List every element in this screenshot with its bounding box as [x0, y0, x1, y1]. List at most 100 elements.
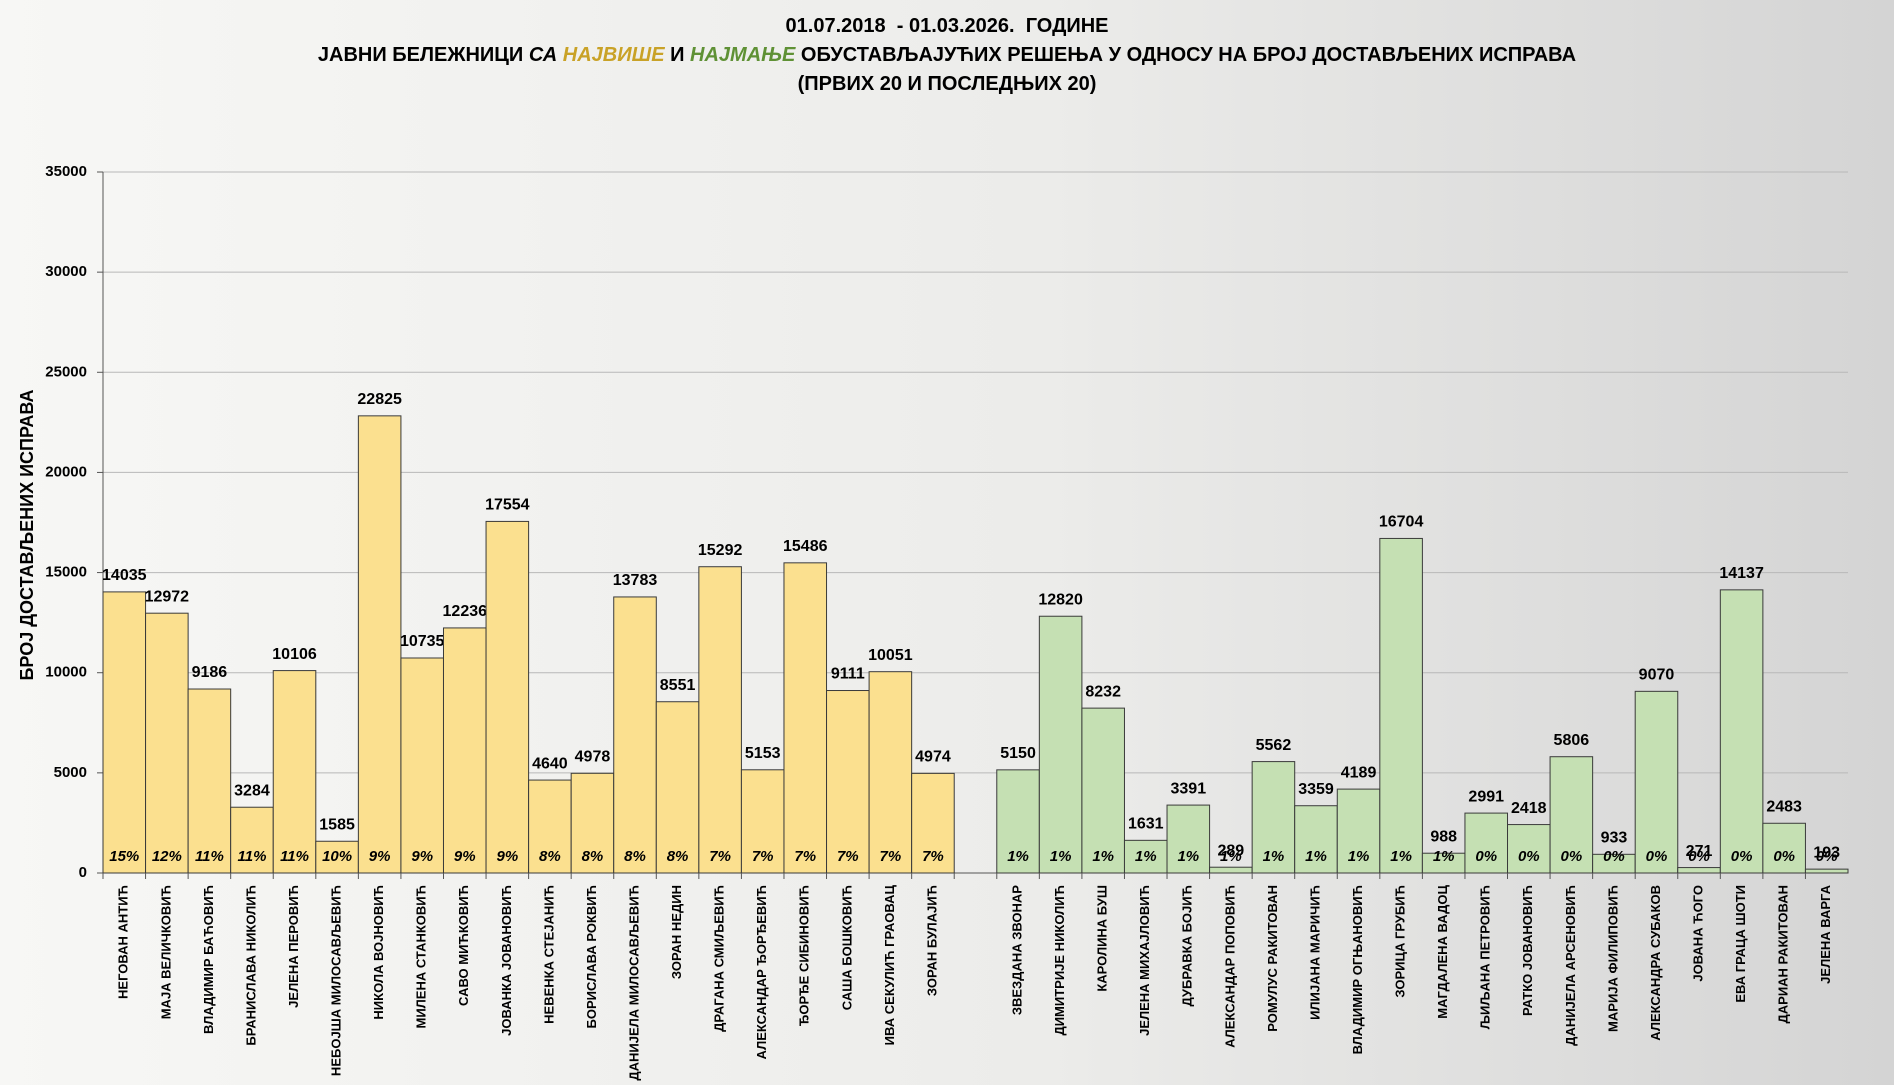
x-tick-label: ДАРИАН РАКИТОВАН — [1776, 885, 1791, 1024]
value-label: 14035 — [102, 567, 147, 584]
y-tick-label: 5000 — [54, 764, 87, 781]
share-label: 8% — [667, 848, 689, 865]
bar — [1464, 812, 1509, 874]
share-label: 9% — [454, 848, 476, 865]
value-label: 193 — [1813, 844, 1840, 861]
value-label: 3359 — [1298, 781, 1334, 798]
share-label: 1% — [1177, 848, 1199, 865]
x-tick-label: ЗОРАН НЕДИН — [669, 885, 684, 979]
x-tick-label: ДАНИЈЕЛА МИЛОСАВЉЕВИЋ — [626, 885, 641, 1081]
title-part: НАЈВИШЕ — [562, 44, 665, 66]
value-label: 5562 — [1256, 737, 1292, 754]
bar — [1634, 690, 1679, 874]
x-tick-label: МИЛЕНА СТАНКОВИЋ — [414, 885, 429, 1028]
y-tick-label: 20000 — [45, 463, 87, 480]
share-label: 9% — [496, 848, 518, 865]
bar — [698, 566, 742, 874]
value-label: 289 — [1218, 842, 1245, 859]
x-tick-label: ЈОВАНКА ЈОВАНОВИЋ — [499, 885, 514, 1036]
title-part: НАЈМАЊЕ — [690, 44, 796, 66]
share-label: 1% — [1135, 848, 1157, 865]
value-label: 15292 — [698, 542, 743, 559]
value-label: 9186 — [192, 664, 228, 681]
share-label: 1% — [1092, 848, 1114, 865]
bar — [528, 779, 572, 874]
value-label: 22825 — [357, 391, 402, 408]
bar — [102, 591, 147, 874]
x-tick-label: НЕГОВАН АНТИЋ — [116, 885, 131, 999]
share-label: 1% — [1050, 848, 1072, 865]
x-tick-label: ЗОРАН БУЛАЈИЋ — [924, 885, 939, 996]
x-tick-label: ДУБРАВКА БОЈИЋ — [1180, 885, 1195, 1007]
bar — [1507, 824, 1551, 874]
share-label: 15% — [109, 848, 139, 865]
bar — [145, 612, 189, 874]
bar — [826, 690, 870, 874]
share-label: 10% — [322, 848, 352, 865]
y-tick-label: 35000 — [45, 163, 87, 180]
y-tick-label: 0 — [79, 864, 87, 881]
x-tick-label: ДРАГАНА СМИЉЕВИЋ — [712, 885, 727, 1032]
share-label: 0% — [1816, 848, 1838, 865]
value-label: 3284 — [234, 782, 270, 799]
chart-title: 01.07.2018 - 01.03.2026. ГОДИНЕ ЈАВНИ БЕЛ… — [0, 12, 1894, 99]
x-tick-label: АЛЕКСАНДАР ПОПОВИЋ — [1222, 885, 1237, 1048]
share-label: 8% — [582, 848, 604, 865]
share-label: 8% — [539, 848, 561, 865]
x-tick-label: ЈЕЛЕНА ПЕРОВИЋ — [286, 885, 301, 1008]
share-label: 1% — [1007, 848, 1029, 865]
value-label: 9070 — [1639, 667, 1675, 684]
value-label: 13783 — [613, 572, 658, 589]
share-label: 0% — [1603, 848, 1625, 865]
bar — [1123, 839, 1168, 874]
y-axis-label: БРОЈ ДОСТАВЉЕНИХ ИСПРАВА — [17, 390, 37, 681]
share-label: 12% — [152, 848, 182, 865]
x-tick-label: ЈЕЛЕНА МИХАЈЛОВИЋ — [1137, 885, 1152, 1036]
x-tick-label: ВЛАДИМИР ОГЊАНОВИЋ — [1350, 885, 1365, 1054]
bar — [996, 769, 1040, 874]
value-label: 5806 — [1554, 732, 1590, 749]
title-line: 01.07.2018 - 01.03.2026. ГОДИНЕ — [0, 12, 1894, 41]
x-tick-label: НЕВЕНКА СТЕЈАНИЋ — [541, 885, 556, 1024]
value-label: 16704 — [1379, 514, 1424, 531]
x-tick-label: МАГДАЛЕНА ВАДОЦ — [1435, 884, 1450, 1018]
x-tick-label: ЗВЕЗДАНА ЗВОНАР — [1009, 885, 1024, 1015]
x-tick-label: ЈЕЛЕНА ВАРГА — [1818, 884, 1833, 983]
x-tick-label: НЕБОЈША МИЛОСАВЉЕВИЋ — [329, 885, 344, 1076]
x-tick-label: САВО МИЋКОВИЋ — [456, 885, 471, 1006]
y-tick-label: 30000 — [45, 263, 87, 280]
bar — [570, 772, 615, 874]
value-label: 4978 — [575, 749, 611, 766]
bar — [1677, 867, 1721, 874]
share-label: 7% — [922, 848, 944, 865]
bar — [1294, 805, 1338, 874]
title-part: ОБУСТАВЉАЈУЋИХ РЕШЕЊА У ОДНОСУ НА БРОЈ Д… — [795, 44, 1577, 66]
share-label: 11% — [195, 848, 224, 865]
bar — [272, 670, 317, 874]
share-label: 8% — [624, 848, 646, 865]
title-line: (ПРВИХ 20 И ПОСЛЕДЊИХ 20) — [0, 70, 1894, 99]
bar — [613, 596, 657, 874]
bar — [442, 627, 487, 874]
x-tick-label: ИЛИЈАНА МАРИЧИЋ — [1307, 885, 1322, 1020]
x-tick-label: МАРИЈА ФИЛИПОВИЋ — [1605, 885, 1620, 1032]
title-part: (ПРВИХ 20 И ПОСЛЕДЊИХ 20) — [797, 73, 1097, 95]
value-label: 10106 — [272, 646, 317, 663]
value-label: 2483 — [1766, 798, 1802, 815]
value-label: 4974 — [915, 749, 951, 766]
value-label: 1631 — [1128, 816, 1164, 833]
x-tick-label: ЕВА ГРАЦА ШОТИ — [1733, 885, 1748, 1003]
x-tick-label: ЈОВАНА ЋОГО — [1690, 885, 1705, 982]
x-tick-label: РАТКО ЈОВАНОВИЋ — [1520, 885, 1535, 1016]
share-label: 1% — [1390, 848, 1412, 865]
bar — [1081, 707, 1125, 874]
share-label: 0% — [1646, 848, 1668, 865]
title-part: ЈАВНИ БЕЛЕЖНИЦИ — [317, 44, 529, 66]
x-tick-label: САША БОШКОВИЋ — [839, 885, 854, 1010]
x-tick-label: НИКОЛА ВОЈНОВИЋ — [371, 885, 386, 1020]
x-tick-label: ДАНИЈЕЛА АРСЕНОВИЋ — [1563, 885, 1578, 1046]
share-label: 7% — [752, 848, 774, 865]
bar — [911, 772, 955, 874]
